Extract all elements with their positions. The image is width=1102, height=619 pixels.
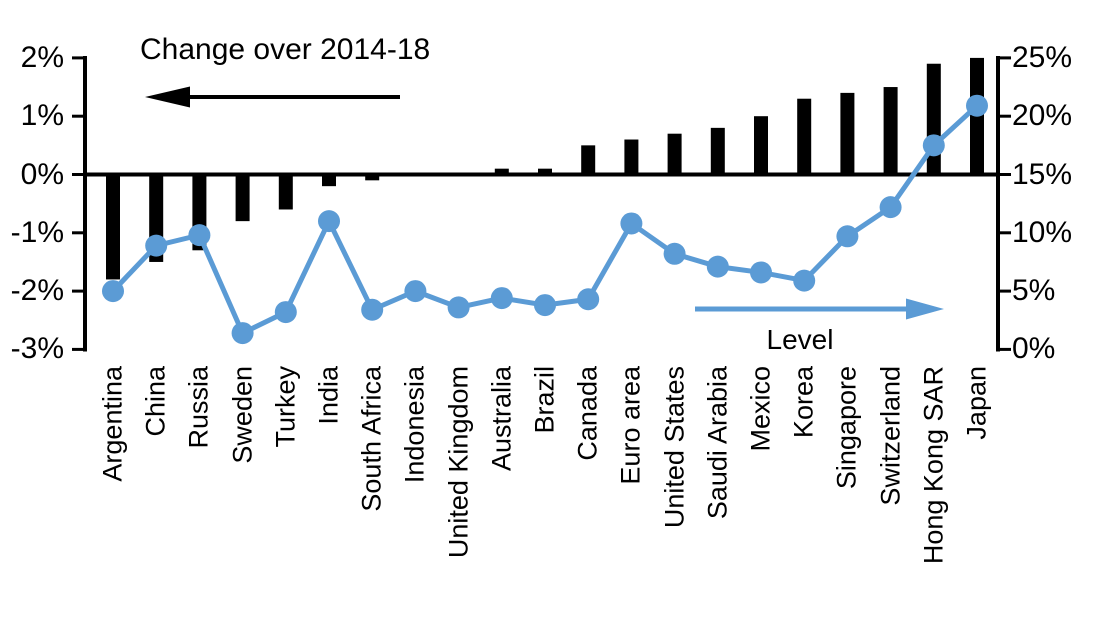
- x-axis-category-label: Euro area: [615, 366, 646, 485]
- dot-united-states: [663, 242, 686, 265]
- y-axis-left-tick-label: 0%: [20, 157, 64, 191]
- bar-south-africa: [365, 174, 380, 181]
- bar-saudi-arabia: [710, 127, 725, 175]
- bar-australia: [494, 168, 509, 175]
- dot-korea: [793, 269, 816, 292]
- x-axis-category-label: Korea: [788, 366, 819, 439]
- x-axis-category-label: China: [140, 366, 171, 437]
- x-axis-category-label: Indonesia: [399, 366, 430, 484]
- x-axis-category-label: Switzerland: [875, 366, 906, 506]
- y-axis-left-tick-label: -2%: [10, 274, 64, 308]
- bar-euro-area: [624, 139, 639, 175]
- bar-singapore: [840, 92, 855, 175]
- y-axis-left-tick-label: 1%: [20, 99, 64, 133]
- x-axis-category-label: United States: [659, 366, 690, 529]
- y-axis-right-tick-label: 10%: [1012, 215, 1073, 249]
- dot-united-kingdom: [447, 296, 470, 319]
- x-axis-category-label: Hong Kong SAR: [918, 366, 949, 565]
- dot-japan: [966, 94, 988, 117]
- x-axis-category-label: Argentina: [97, 366, 128, 482]
- dot-argentina: [102, 280, 124, 303]
- bar-sweden: [235, 174, 250, 222]
- x-axis-category-label: Mexico: [745, 366, 776, 452]
- y-axis-left-tick-label: 2%: [20, 40, 64, 74]
- y-axis-right-tick-label: 15%: [1012, 157, 1073, 191]
- dot-canada: [577, 288, 600, 311]
- y-axis-right-tick-label: 25%: [1012, 40, 1073, 74]
- x-axis-category-label: Canada: [572, 366, 603, 461]
- x-axis-category-label: United Kingdom: [443, 366, 474, 559]
- bar-canada: [581, 145, 596, 175]
- y-axis-right-tick-label: 5%: [1012, 274, 1056, 308]
- bar-turkey: [278, 174, 293, 210]
- dot-saudi-arabia: [706, 255, 729, 278]
- dot-brazil: [534, 294, 556, 317]
- dot-china: [145, 234, 168, 257]
- dot-hong-kong-sar: [922, 134, 945, 157]
- x-axis-category-label: South Africa: [356, 366, 387, 512]
- dot-russia: [188, 224, 211, 247]
- y-axis-right-tick-label: 0%: [1012, 332, 1056, 366]
- x-axis-category-label: Saudi Arabia: [702, 366, 733, 520]
- line-series-label: Level: [766, 324, 834, 355]
- right-arrow-icon: [695, 298, 944, 320]
- x-axis-category-label: Sweden: [227, 366, 258, 464]
- left-arrow-icon: [145, 86, 400, 108]
- dot-australia: [490, 287, 513, 310]
- y-axis-left-tick-label: -1%: [10, 215, 64, 249]
- dot-turkey: [274, 301, 297, 324]
- bar-united-states: [667, 133, 682, 175]
- bar-mexico: [754, 116, 768, 175]
- bar-korea: [797, 98, 812, 175]
- x-axis-category-label: Russia: [183, 366, 214, 449]
- y-axis-right-tick-label: 20%: [1012, 99, 1073, 133]
- dot-indonesia: [404, 280, 427, 303]
- dot-south-africa: [361, 298, 384, 321]
- bar-switzerland: [883, 87, 898, 175]
- y-axis-left-tick-label: -3%: [10, 332, 64, 366]
- x-axis-category-label: India: [313, 366, 344, 425]
- bar-brazil: [538, 168, 552, 175]
- dot-india: [318, 210, 340, 233]
- bar-series-label: Change over 2014-18: [140, 33, 431, 66]
- bar-argentina: [106, 174, 120, 280]
- x-axis-category-label: Brazil: [529, 366, 560, 434]
- bar-india: [322, 174, 336, 187]
- dot-sweden: [231, 322, 254, 345]
- dot-mexico: [750, 261, 772, 284]
- dot-euro-area: [620, 212, 643, 235]
- x-axis-category-label: Turkey: [270, 366, 301, 448]
- x-axis-category-label: Australia: [486, 366, 517, 472]
- x-axis-category-label: Singapore: [831, 366, 862, 490]
- x-axis-category-label: Japan: [961, 366, 992, 440]
- dot-switzerland: [879, 196, 902, 219]
- dot-singapore: [836, 225, 859, 248]
- bar-hong-kong-sar: [926, 63, 941, 175]
